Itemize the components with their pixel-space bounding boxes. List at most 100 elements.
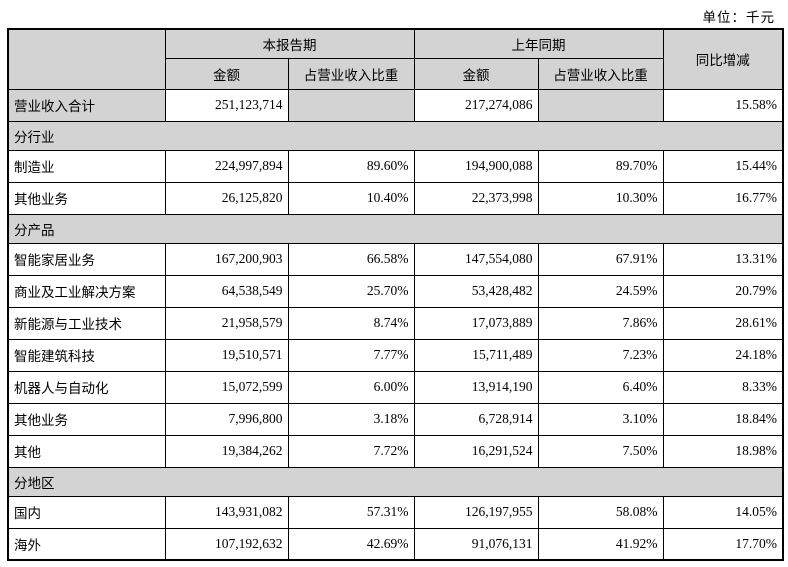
header-row-2: 金额 占营业收入比重 金额 占营业收入比重 (8, 57, 783, 90)
yoy-cell: 15.44% (662, 149, 784, 183)
prior-pct-cell: 89.70% (537, 149, 664, 183)
table-row: 营业收入合计 251,123,714 217,274,086 15.58% (7, 88, 784, 122)
prior-amount-cell: 22,373,998 (413, 181, 539, 215)
prior-amount-cell: 15,711,489 (413, 338, 539, 372)
current-pct-cell: 3.18% (287, 402, 415, 436)
row-label-cell: 国内 (7, 495, 166, 529)
current-amount-cell: 7,996,800 (164, 402, 289, 436)
current-amount-cell: 143,931,082 (164, 495, 289, 529)
row-label-cell: 智能家居业务 (7, 242, 166, 276)
section-label: 分行业 (7, 120, 784, 151)
prior-period-header: 上年同期 (413, 28, 664, 59)
table-row: 国内 143,931,082 57.31% 126,197,955 58.08% 14.0… (7, 495, 784, 529)
row-label-cell: 营业收入合计 (7, 88, 166, 122)
current-period-header: 本报告期 (164, 28, 415, 59)
prior-pct-cell: 10.30% (537, 181, 664, 215)
yoy-cell: 18.98% (662, 434, 784, 468)
row-label-cell: 机器人与自动化 (7, 370, 166, 404)
prior-pct-cell (537, 88, 664, 122)
current-pct-cell: 89.60% (287, 149, 415, 183)
yoy-cell: 20.79% (662, 274, 784, 308)
prior-amount-cell: 147,554,080 (413, 242, 539, 276)
prior-pct-cell: 6.40% (537, 370, 664, 404)
current-amount-header: 金额 (164, 57, 289, 90)
yoy-cell: 17.70% (662, 527, 784, 561)
current-amount-cell: 251,123,714 (164, 88, 289, 122)
corner-cell (7, 28, 166, 90)
prior-amount-cell: 91,076,131 (413, 527, 539, 561)
current-pct-cell: 8.74% (287, 306, 415, 340)
prior-amount-cell: 194,900,088 (413, 149, 539, 183)
row-label-cell: 智能建筑科技 (7, 338, 166, 372)
current-amount-cell: 107,192,632 (164, 527, 289, 561)
row-label-cell: 商业及工业解决方案 (7, 274, 166, 308)
current-pct-cell: 66.58% (287, 242, 415, 276)
section-row: 分地区 (7, 466, 784, 497)
prior-pct-cell: 67.91% (537, 242, 664, 276)
current-amount-cell: 19,384,262 (164, 434, 289, 468)
row-label-cell: 其他业务 (7, 402, 166, 436)
table-row: 机器人与自动化 15,072,599 6.00% 13,914,190 6.40% 8.3… (7, 370, 784, 404)
current-pct-cell: 57.31% (287, 495, 415, 529)
yoy-cell: 16.77% (662, 181, 784, 215)
current-pct-cell: 6.00% (287, 370, 415, 404)
prior-amount-cell: 53,428,482 (413, 274, 539, 308)
yoy-cell: 28.61% (662, 306, 784, 340)
current-amount-cell: 26,125,820 (164, 181, 289, 215)
section-row: 分产品 (7, 213, 784, 244)
prior-pct-header: 占营业收入比重 (537, 57, 664, 90)
current-amount-cell: 21,958,579 (164, 306, 289, 340)
table-row: 商业及工业解决方案 64,538,549 25.70% 53,428,482 24.59… (7, 274, 784, 308)
yoy-cell: 24.18% (662, 338, 784, 372)
prior-pct-cell: 7.86% (537, 306, 664, 340)
yoy-cell: 13.31% (662, 242, 784, 276)
prior-amount-cell: 126,197,955 (413, 495, 539, 529)
table-row: 智能家居业务 167,200,903 66.58% 147,554,080 67.91%… (7, 242, 784, 276)
current-pct-cell: 42.69% (287, 527, 415, 561)
row-label-cell: 其他 (7, 434, 166, 468)
yoy-cell: 8.33% (662, 370, 784, 404)
unit-label: 单位：千元 (702, 10, 775, 25)
current-pct-cell: 7.72% (287, 434, 415, 468)
prior-pct-cell: 41.92% (537, 527, 664, 561)
row-label-cell: 制造业 (7, 149, 166, 183)
section-label: 分地区 (7, 466, 784, 497)
yoy-header: 同比增减 (662, 28, 784, 90)
current-pct-header: 占营业收入比重 (287, 57, 415, 90)
current-amount-cell: 224,997,894 (164, 149, 289, 183)
prior-pct-cell: 58.08% (537, 495, 664, 529)
row-label-cell: 新能源与工业技术 (7, 306, 166, 340)
revenue-table: 本报告期 上年同期 同比增减 金额 占营业收入比重 金额 占营业收入比重 营业收… (7, 28, 784, 561)
table-body: 营业收入合计 251,123,714 217,274,086 15.58% 分行业 制造业… (7, 88, 784, 561)
current-pct-cell: 7.77% (287, 338, 415, 372)
yoy-cell: 18.84% (662, 402, 784, 436)
current-amount-cell: 64,538,549 (164, 274, 289, 308)
header-row-1: 本报告期 上年同期 同比增减 (7, 28, 784, 90)
prior-pct-cell: 3.10% (537, 402, 664, 436)
prior-amount-cell: 217,274,086 (413, 88, 539, 122)
prior-pct-cell: 24.59% (537, 274, 664, 308)
prior-amount-cell: 16,291,524 (413, 434, 539, 468)
table-row: 制造业 224,997,894 89.60% 194,900,088 89.70% 15.… (7, 149, 784, 183)
section-row: 分行业 (7, 120, 784, 151)
table-row: 智能建筑科技 19,510,571 7.77% 15,711,489 7.23% 24.1… (7, 338, 784, 372)
current-pct-cell (287, 88, 415, 122)
prior-amount-header: 金额 (413, 57, 539, 90)
row-label-cell: 海外 (7, 527, 166, 561)
current-amount-cell: 167,200,903 (164, 242, 289, 276)
yoy-cell: 14.05% (662, 495, 784, 529)
prior-pct-cell: 7.50% (537, 434, 664, 468)
prior-pct-cell: 7.23% (537, 338, 664, 372)
yoy-cell: 15.58% (662, 88, 784, 122)
prior-amount-cell: 13,914,190 (413, 370, 539, 404)
table-row: 其他业务 26,125,820 10.40% 22,373,998 10.30% 16.7… (7, 181, 784, 215)
current-pct-cell: 10.40% (287, 181, 415, 215)
section-label: 分产品 (7, 213, 784, 244)
current-pct-cell: 25.70% (287, 274, 415, 308)
table-row: 海外 107,192,632 42.69% 91,076,131 41.92% 17.70… (7, 527, 784, 561)
prior-amount-cell: 17,073,889 (413, 306, 539, 340)
table-row: 其他 19,384,262 7.72% 16,291,524 7.50% 18.98% (7, 434, 784, 468)
prior-amount-cell: 6,728,914 (413, 402, 539, 436)
current-amount-cell: 15,072,599 (164, 370, 289, 404)
